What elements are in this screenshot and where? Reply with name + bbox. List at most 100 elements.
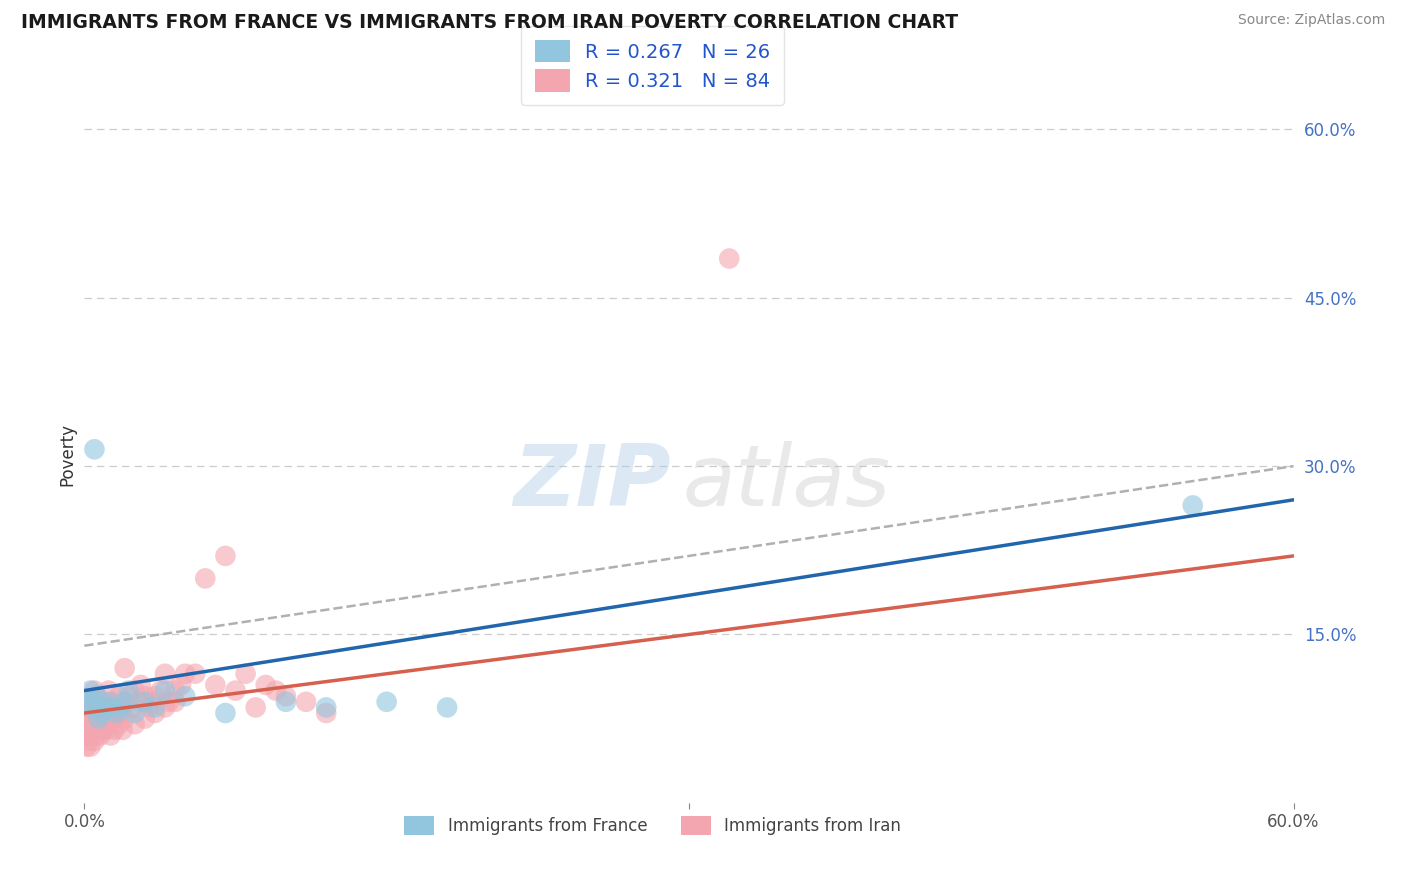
Point [194,571,217,585]
Point [254,678,277,692]
Point [91,706,114,720]
Point [83,442,105,457]
Point [93,695,115,709]
Point [82,706,104,720]
Point [124,683,146,698]
Point [204,678,226,692]
Point [118,689,141,703]
Point [101,695,124,709]
Point [97,695,120,709]
Point [153,700,176,714]
Point [153,683,176,698]
Point [86,689,108,703]
Point [436,700,458,714]
Point [225,683,247,698]
Point [105,706,128,720]
Point [107,689,129,703]
Point [87,717,110,731]
Point [79,729,101,743]
Point [295,695,318,709]
Point [134,712,156,726]
Point [274,695,297,709]
Point [165,695,187,709]
Point [138,700,160,714]
Text: ZIP: ZIP [513,442,671,524]
Point [93,700,115,714]
Point [87,717,110,731]
Point [153,666,176,681]
Point [96,700,118,714]
Point [97,717,120,731]
Point [77,700,100,714]
Point [214,706,236,720]
Point [79,695,101,709]
Point [139,695,162,709]
Point [121,700,143,714]
Point [143,689,166,703]
Point [75,739,97,754]
Point [124,706,146,720]
Point [75,717,97,731]
Point [315,700,337,714]
Point [86,689,108,703]
Point [96,723,118,737]
Point [315,706,337,720]
Point [111,723,134,737]
Point [110,706,132,720]
Point [86,729,108,743]
Point [82,723,104,737]
Point [87,700,110,714]
Point [77,734,100,748]
Point [83,700,105,714]
Point [100,729,122,743]
Point [118,683,141,698]
Point [79,739,101,754]
Point [375,695,398,709]
Point [264,683,287,698]
Point [79,712,101,726]
Point [77,695,100,709]
Point [235,666,257,681]
Point [104,723,127,737]
Point [134,689,156,703]
Point [170,678,193,692]
Point [143,700,166,714]
Point [184,666,207,681]
Point [274,689,297,703]
Point [174,666,197,681]
Point [82,723,104,737]
Text: Source: ZipAtlas.com: Source: ZipAtlas.com [1237,13,1385,28]
Point [100,706,122,720]
Point [718,252,741,266]
Point [134,695,156,709]
Point [83,695,105,709]
Point [129,678,152,692]
Point [83,683,105,698]
Point [87,712,110,726]
Point [82,700,104,714]
Point [89,729,111,743]
Point [114,712,136,726]
Point [93,712,115,726]
Point [104,712,127,726]
Text: atlas: atlas [683,442,891,524]
Point [143,706,166,720]
Point [114,695,136,709]
Point [97,717,120,731]
Point [91,723,114,737]
Point [245,700,267,714]
Point [89,712,111,726]
Point [110,700,132,714]
Point [107,717,129,731]
Point [79,729,101,743]
Point [105,700,128,714]
Point [128,695,150,709]
Point [149,683,172,698]
Point [83,734,105,748]
Point [111,700,134,714]
Point [77,717,100,731]
Point [174,689,197,703]
Point [114,661,136,675]
Text: IMMIGRANTS FROM FRANCE VS IMMIGRANTS FROM IRAN POVERTY CORRELATION CHART: IMMIGRANTS FROM FRANCE VS IMMIGRANTS FRO… [21,13,959,32]
Point [97,683,120,698]
